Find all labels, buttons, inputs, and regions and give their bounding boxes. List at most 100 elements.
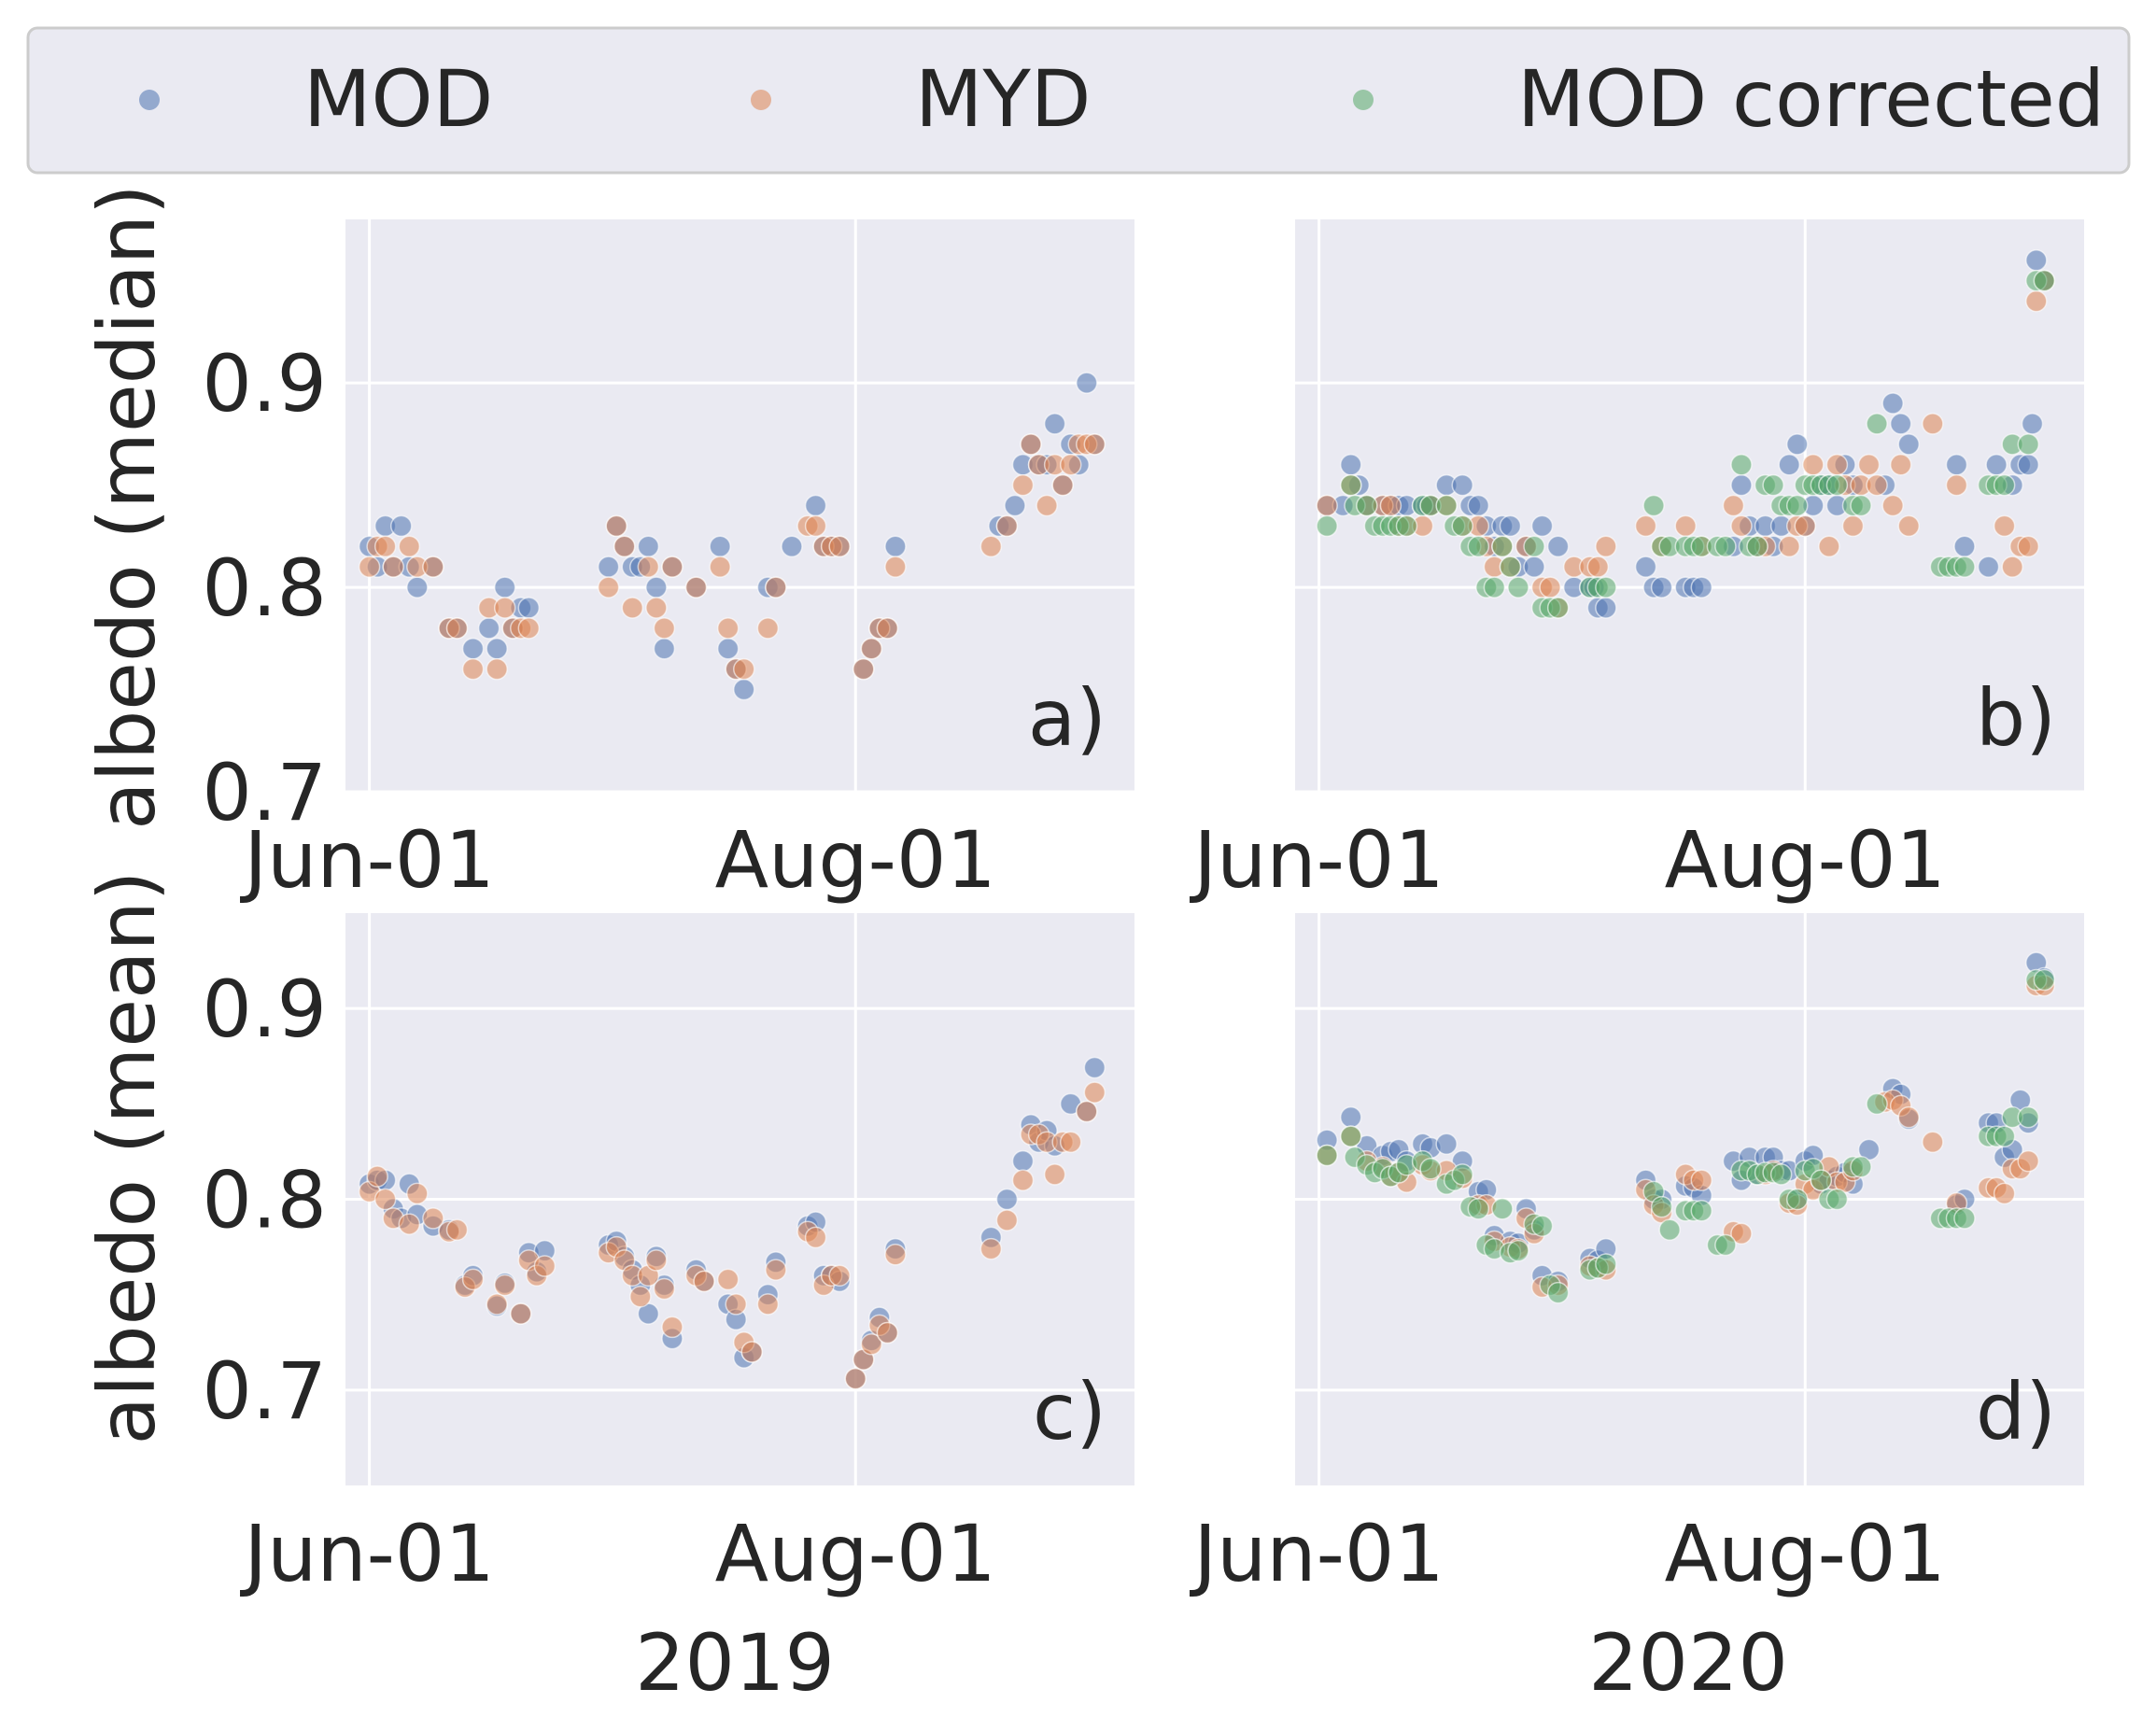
data-point (1491, 1197, 1514, 1220)
panel-c: 0.7 0.8 0.9 Jun-01 Aug-01 c) (202, 913, 1134, 1599)
data-point (1785, 1188, 1809, 1211)
x-axis-label-2020: 2020 (1588, 1617, 1788, 1709)
panel-b-x-tick-label: Aug-01 (1665, 814, 1946, 906)
data-point (1730, 453, 1753, 476)
panel-a-y-tick-label: 0.8 (202, 542, 327, 634)
data-point (1778, 535, 1800, 558)
data-point (1499, 514, 1522, 538)
data-point (1395, 514, 1418, 538)
data-point (2017, 433, 2040, 456)
data-point (517, 597, 541, 619)
data-point (979, 1237, 1003, 1260)
data-point (844, 1367, 867, 1390)
data-point (486, 1293, 508, 1316)
data-point (725, 1293, 747, 1316)
panel-d-x-tick-label: Aug-01 (1665, 1508, 1946, 1599)
data-point (995, 1188, 1019, 1211)
data-point (2021, 413, 2044, 435)
data-point (1730, 1222, 1753, 1245)
data-point (1076, 1100, 1098, 1123)
legend-marker-myd (751, 90, 771, 110)
panel-d: Jun-01 Aug-01 d) (1189, 913, 2084, 1599)
data-point (1043, 1163, 1066, 1186)
data-point (1850, 494, 1872, 517)
data-point (1595, 535, 1617, 558)
data-point (1866, 473, 1888, 497)
data-point (1036, 494, 1058, 517)
data-point (1316, 1144, 1338, 1167)
data-point (1546, 1281, 1570, 1304)
data-point (1810, 1169, 1833, 1191)
data-point (645, 576, 668, 598)
data-point (765, 576, 787, 598)
data-point (422, 1207, 444, 1230)
panel-a: 0.7 0.8 0.9 Jun-01 Aug-01 a) (202, 219, 1134, 906)
data-point (1530, 514, 1554, 538)
data-point (804, 494, 827, 517)
data-point (1841, 514, 1865, 538)
data-point (613, 535, 636, 558)
data-point (373, 535, 397, 558)
data-point (1897, 514, 1920, 538)
data-point (1339, 453, 1362, 476)
data-point (995, 514, 1019, 538)
panel-a-x-tick-label: Jun-01 (239, 814, 494, 906)
data-point (1483, 576, 1506, 598)
data-point (1011, 473, 1035, 497)
data-point (645, 1249, 668, 1272)
data-point (1714, 535, 1737, 558)
data-point (1945, 473, 1968, 497)
legend-label-mod-corrected: MOD corrected (1517, 53, 2105, 145)
data-point (1595, 1253, 1617, 1275)
data-point (1658, 1218, 1681, 1241)
data-point (1020, 433, 1042, 456)
data-point (1339, 1105, 1362, 1129)
data-point (1722, 494, 1745, 517)
data-point (2001, 556, 2023, 578)
panel-a-series-myd (358, 433, 1106, 681)
panel-c-y-tick-label: 0.7 (202, 1345, 327, 1437)
panel-d-series-mod-corrected (1316, 968, 2056, 1304)
data-point (645, 597, 668, 619)
data-point (605, 514, 627, 538)
data-point (1825, 473, 1849, 497)
data-point (422, 556, 444, 578)
data-point (382, 556, 404, 578)
data-point (653, 1277, 676, 1301)
data-point (1802, 453, 1825, 476)
data-point (1467, 494, 1490, 517)
data-point (1083, 433, 1106, 456)
data-point (1339, 473, 1362, 497)
data-point (2025, 289, 2048, 313)
data-point (1650, 1195, 1673, 1218)
data-point (876, 617, 899, 640)
panel-a-y-tick-label: 0.9 (202, 338, 327, 429)
data-point (1379, 494, 1402, 517)
panel-a-y-tick-label: 0.7 (202, 747, 327, 838)
data-point (1769, 1163, 1793, 1186)
data-point (1491, 535, 1514, 558)
data-point (709, 535, 731, 558)
data-point (1690, 1200, 1713, 1222)
data-point (1825, 1188, 1849, 1211)
data-point (1546, 597, 1570, 619)
data-point (1451, 514, 1473, 538)
panel-a-label: a) (1028, 672, 1106, 764)
panel-c-label: c) (1033, 1366, 1106, 1457)
data-point (1083, 1056, 1106, 1079)
data-point (2017, 535, 2040, 558)
data-point (1794, 514, 1817, 538)
panel-c-series-myd (358, 1081, 1106, 1390)
data-point (1059, 453, 1082, 476)
data-point (1467, 1197, 1490, 1220)
panel-d-label: d) (1976, 1366, 2056, 1457)
data-point (461, 657, 485, 681)
data-point (477, 617, 500, 640)
data-point (1059, 1131, 1082, 1153)
data-point (597, 576, 620, 598)
data-point (1634, 556, 1657, 578)
data-point (781, 535, 803, 558)
data-point (1993, 473, 2016, 497)
legend-marker-mod (139, 90, 160, 110)
data-point (804, 1226, 827, 1249)
